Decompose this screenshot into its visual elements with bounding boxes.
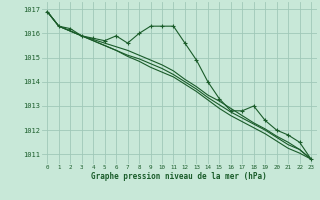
X-axis label: Graphe pression niveau de la mer (hPa): Graphe pression niveau de la mer (hPa) (91, 172, 267, 181)
